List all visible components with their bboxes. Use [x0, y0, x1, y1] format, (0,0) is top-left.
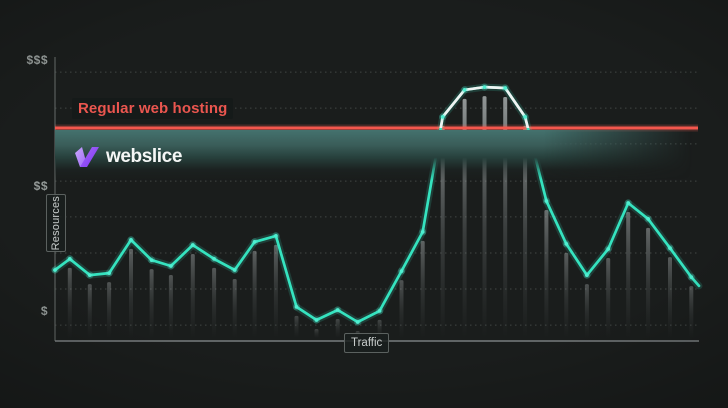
data-point-dot — [606, 247, 611, 251]
data-point-dot — [87, 273, 92, 277]
data-point-dot — [544, 199, 549, 203]
traffic-bar — [67, 267, 72, 338]
w-right-stroke — [80, 147, 99, 167]
data-point-dot — [252, 240, 257, 244]
data-point-dot — [462, 88, 467, 92]
traffic-bar — [544, 210, 549, 338]
y-tick-label: $ — [40, 304, 48, 318]
traffic-bar — [107, 282, 112, 338]
traffic-bar — [335, 319, 340, 338]
y-tick-label: $$ — [33, 179, 48, 193]
traffic-bar — [420, 240, 425, 338]
traffic-bar — [129, 248, 133, 338]
data-point-dot — [149, 258, 154, 262]
data-point-dot — [399, 269, 404, 273]
data-point-dot — [335, 308, 340, 312]
data-point-dot — [53, 268, 57, 272]
traffic-bar — [646, 227, 651, 338]
traffic-bar — [668, 257, 672, 338]
data-point-dot — [440, 115, 445, 119]
webslice-logo: webslice — [73, 146, 182, 168]
data-point-dot — [377, 309, 382, 313]
traffic-bar — [689, 286, 694, 338]
data-point-dot — [482, 85, 487, 89]
data-point-dot — [294, 305, 299, 309]
traffic-bar — [294, 315, 299, 338]
traffic-bar — [190, 254, 195, 338]
traffic-bar — [149, 269, 154, 338]
traffic-bar — [252, 250, 257, 338]
data-point-dot — [212, 257, 217, 261]
brand-name: webslice — [106, 146, 183, 167]
traffic-bar — [564, 252, 569, 338]
webslice-w-icon — [75, 147, 99, 167]
data-point-dot — [169, 264, 173, 268]
traffic-bar — [87, 284, 92, 338]
x-axis-label: Traffic — [351, 337, 383, 349]
data-point-dot — [626, 201, 631, 205]
traffic-bar — [606, 258, 611, 338]
data-point-dot — [585, 273, 589, 277]
traffic-bar — [626, 212, 631, 338]
data-point-dot — [190, 243, 195, 247]
traffic-bar — [314, 329, 319, 338]
y-axis-label-box: Resources — [46, 194, 66, 252]
data-point-dot — [668, 246, 672, 251]
data-point-dot — [689, 275, 694, 279]
y-axis-label: Resources — [50, 195, 62, 251]
data-point-dot — [274, 234, 278, 238]
traffic-bar — [399, 280, 404, 338]
data-point-dot — [355, 320, 360, 324]
data-point-dot — [646, 217, 650, 221]
data-point-dot — [314, 318, 319, 322]
data-point-dot — [232, 268, 237, 272]
traffic-bar — [212, 267, 217, 338]
data-point-dot — [129, 238, 133, 242]
data-point-dot — [67, 257, 72, 261]
y-tick-label: $$$ — [26, 53, 48, 67]
traffic-bar — [168, 275, 173, 338]
data-point-dot — [503, 86, 508, 90]
traffic-bar — [584, 284, 589, 338]
brand-banner — [55, 130, 698, 180]
traffic-bar — [232, 279, 237, 338]
data-point-dot — [564, 242, 569, 246]
traffic-bar — [273, 244, 278, 338]
data-point-dot — [523, 115, 527, 119]
x-axis-label-box: Traffic — [344, 333, 390, 353]
data-point-dot — [107, 271, 111, 275]
threshold-label: Regular web hosting — [72, 98, 234, 119]
data-point-dot — [420, 230, 425, 234]
